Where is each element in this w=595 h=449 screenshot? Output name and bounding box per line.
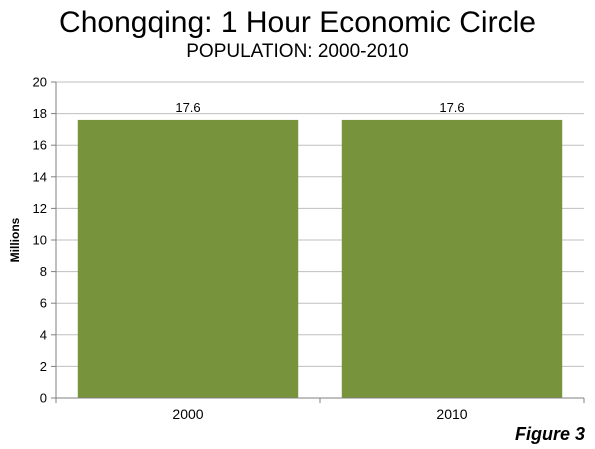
y-tick-label: 10: [33, 233, 47, 248]
bar: [77, 119, 299, 399]
x-tick-labels: 2000 2010: [172, 406, 467, 422]
y-tick-label: 12: [33, 201, 47, 216]
y-tick-label: 14: [33, 169, 47, 184]
chart-title: Chongqing: 1 Hour Economic Circle: [59, 6, 536, 39]
y-tick-labels: 0 2 4 6 8 10 12 14 16 18 20: [33, 75, 47, 406]
y-axis-label: Millions: [8, 217, 22, 262]
x-tick-label: 2010: [436, 406, 467, 422]
y-tick-label: 2: [40, 359, 47, 374]
bar: [341, 119, 563, 399]
y-tick-label: 20: [33, 75, 47, 90]
y-tick-label: 6: [40, 296, 47, 311]
y-tick-label: 8: [40, 264, 47, 279]
y-tick-label: 16: [33, 138, 47, 153]
y-tick-label: 0: [40, 391, 47, 406]
axes: [55, 82, 585, 403]
data-labels: 17.6 17.6: [175, 100, 464, 115]
y-tick-label: 18: [33, 106, 47, 121]
y-tick-label: 4: [40, 327, 47, 342]
x-tick-label: 2000: [172, 406, 203, 422]
figure-label: Figure 3: [514, 424, 585, 444]
chart-subtitle: POPULATION: 2000-2010: [186, 41, 409, 62]
bars: [77, 119, 563, 399]
data-label: 17.6: [439, 100, 464, 115]
data-label: 17.6: [175, 100, 200, 115]
